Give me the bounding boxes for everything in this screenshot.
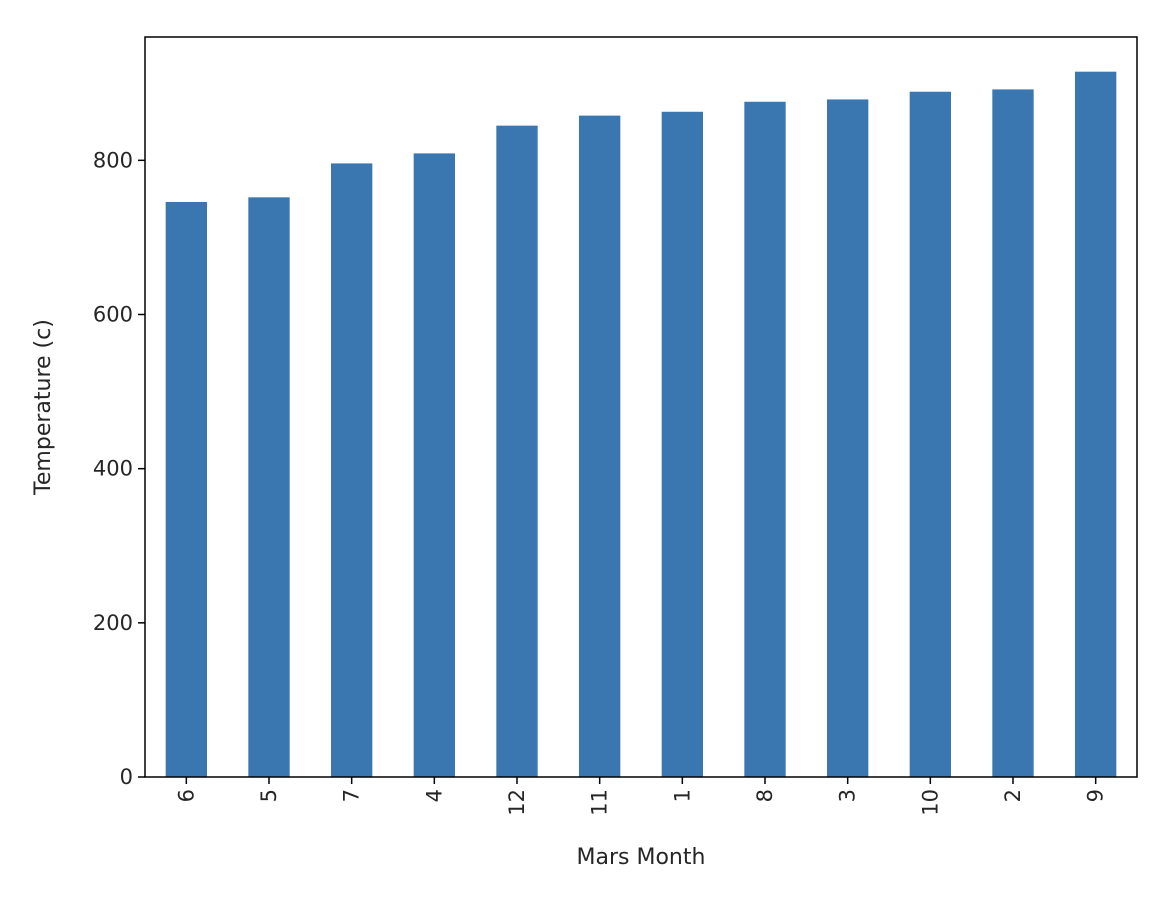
x-tick-label: 7 [340, 789, 364, 802]
x-tick-label: 5 [257, 789, 281, 802]
y-tick-label: 0 [120, 765, 133, 789]
plot-frame [144, 36, 1138, 778]
bar-6 [165, 201, 207, 778]
bar-11 [579, 115, 621, 777]
y-axis-label: Temperature (c) [31, 319, 56, 496]
y-tick-label: 200 [93, 611, 133, 635]
x-tick-label: 11 [588, 789, 612, 816]
bar-4 [413, 153, 455, 778]
x-axis-ticks: 6 5 7 4 12 11 1 8 3 10 2 9 [174, 777, 1108, 816]
x-tick-label: 2 [1001, 789, 1025, 802]
bar-9 [1075, 71, 1117, 777]
x-tick-label: 10 [918, 789, 942, 816]
y-axis-ticks: 0 200 400 600 800 [93, 148, 145, 789]
x-tick-label: 9 [1084, 789, 1108, 802]
x-tick-label: 3 [836, 789, 860, 802]
y-tick-label: 800 [93, 148, 133, 172]
bar-3 [827, 99, 869, 777]
bar-7 [331, 163, 373, 777]
x-tick-label: 8 [753, 789, 777, 802]
y-tick-label: 400 [93, 457, 133, 481]
bar-2 [992, 89, 1034, 777]
bar-5 [248, 197, 290, 778]
bar-12 [496, 125, 538, 778]
x-axis-label: Mars Month [577, 845, 706, 870]
x-tick-label: 12 [505, 789, 529, 816]
bar-8 [744, 101, 786, 777]
y-tick-label: 600 [93, 303, 133, 327]
bars-group [165, 71, 1117, 778]
bar-1 [661, 111, 703, 778]
x-tick-label: 4 [422, 789, 446, 802]
x-tick-label: 1 [670, 789, 694, 802]
bar-10 [909, 91, 951, 777]
x-tick-label: 6 [174, 789, 198, 802]
